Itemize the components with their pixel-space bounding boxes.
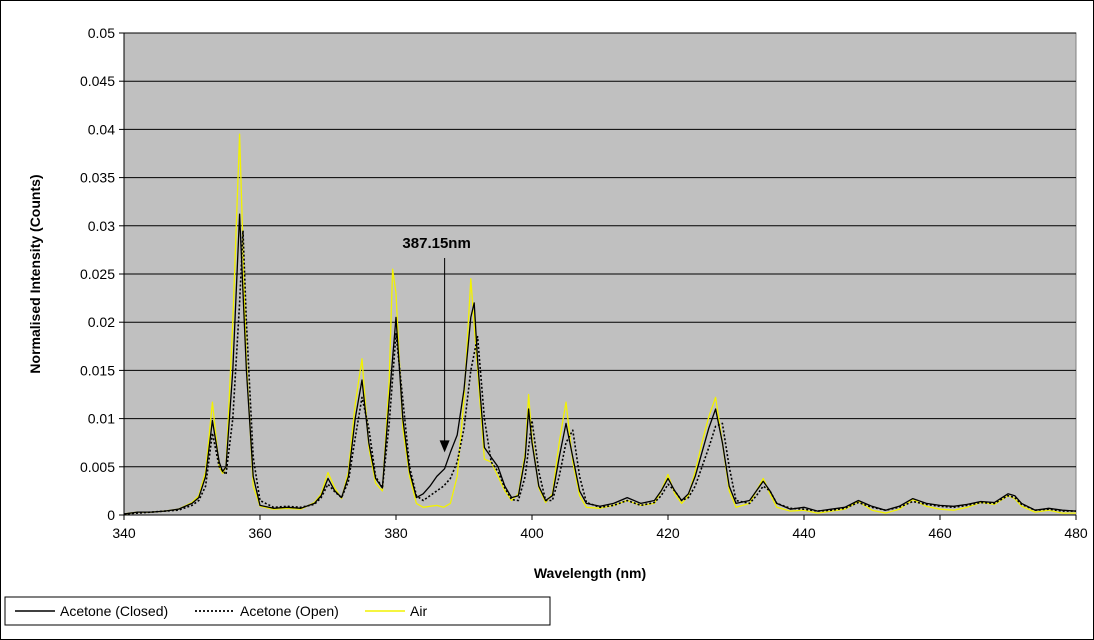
series-lines bbox=[123, 133, 1077, 515]
y-tick-label: 0.03 bbox=[88, 218, 115, 234]
axes: 0 0.005 0.01 0.015 0.02 0.025 0.03 0.035 0.04 0.0… bbox=[80, 25, 1088, 541]
series-line-acetone-open bbox=[123, 229, 1076, 515]
x-tick-label: 400 bbox=[520, 525, 544, 541]
y-tick-label: 0.04 bbox=[88, 121, 115, 137]
y-tick-label: 0 bbox=[107, 507, 115, 523]
legend: Acetone (Closed) Acetone (Open) Air bbox=[4, 596, 551, 626]
y-tick-label: 0.025 bbox=[80, 266, 115, 282]
series-line-acetone-closed bbox=[123, 213, 1077, 515]
annotation-arrowhead bbox=[439, 440, 450, 453]
legend-box bbox=[4, 596, 551, 626]
y-tick-label: 0.005 bbox=[80, 459, 115, 475]
y-axis-title: Normalised Intensity (Counts) bbox=[27, 174, 43, 373]
y-tick-label: 0.01 bbox=[88, 411, 115, 427]
x-tick-label: 460 bbox=[928, 525, 952, 541]
annotation: 387.15nm bbox=[402, 235, 471, 453]
x-tick-label: 440 bbox=[792, 525, 816, 541]
x-tick-label: 360 bbox=[248, 525, 272, 541]
x-tick-label: 340 bbox=[112, 525, 136, 541]
legend-label: Air bbox=[410, 603, 427, 619]
y-tick-label: 0.015 bbox=[80, 362, 115, 378]
x-axis-title: Wavelength (nm) bbox=[534, 565, 646, 581]
gridlines bbox=[124, 32, 1076, 468]
annotation-label: 387.15nm bbox=[402, 235, 470, 252]
legend-label: Acetone (Closed) bbox=[60, 603, 168, 619]
y-tick-label: 0.045 bbox=[80, 73, 115, 89]
legend-label: Acetone (Open) bbox=[240, 603, 339, 619]
y-tick-label: 0.02 bbox=[88, 314, 115, 330]
y-tick-label: 0.05 bbox=[88, 25, 115, 41]
x-tick-label: 380 bbox=[384, 525, 408, 541]
y-tick-label: 0.035 bbox=[80, 170, 115, 186]
x-tick-label: 420 bbox=[656, 525, 680, 541]
x-tick-label: 480 bbox=[1064, 525, 1088, 541]
